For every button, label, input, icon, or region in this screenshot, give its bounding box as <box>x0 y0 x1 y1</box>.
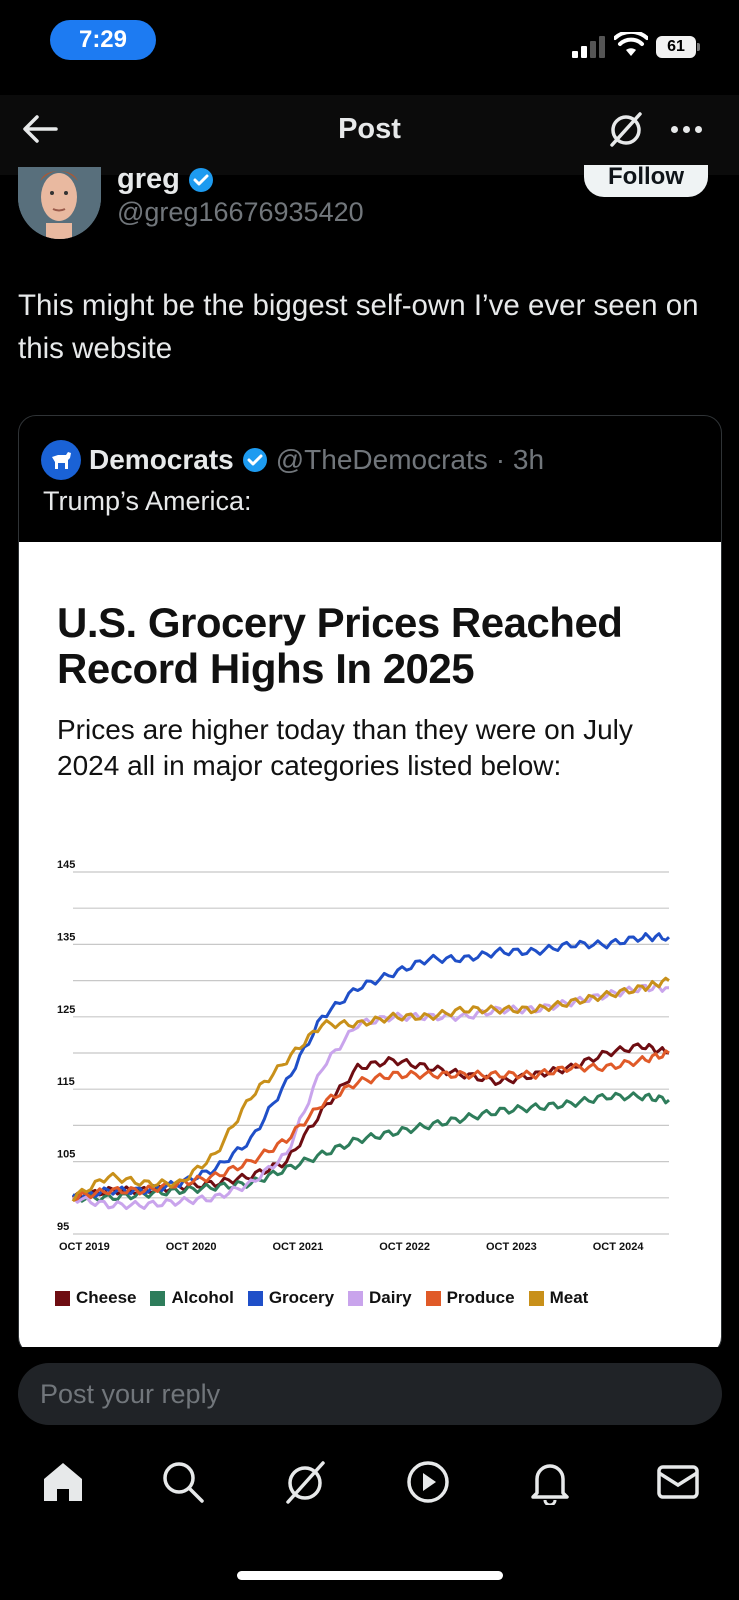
x-tick-label: OCT 2021 <box>272 1241 323 1253</box>
video-icon[interactable] <box>405 1459 451 1505</box>
mail-icon[interactable] <box>655 1459 701 1505</box>
quote-header: Democrats @TheDemocrats · 3h <box>41 440 545 480</box>
quote-text: Trump’s America: <box>43 486 252 516</box>
reply-input[interactable]: Post your reply <box>18 1363 722 1425</box>
x-tick-label: OCT 2024 <box>593 1241 645 1253</box>
legend-item-meat: Meat <box>528 1288 589 1308</box>
follow-button[interactable]: Follow <box>584 165 708 197</box>
legend-label: Alcohol <box>171 1288 234 1307</box>
more-icon[interactable] <box>664 109 708 149</box>
verified-badge-icon <box>188 167 213 192</box>
line-chart: 95 105 115 125 135 145 OCT 2019 OCT 2020 OCT 202… <box>57 859 671 1253</box>
search-icon[interactable] <box>160 1459 206 1505</box>
grok-icon[interactable] <box>606 109 646 149</box>
democrats-logo-icon[interactable] <box>41 440 81 480</box>
series-line-meat <box>71 976 670 1203</box>
legend-swatch <box>150 1290 166 1306</box>
quote-time: · 3h <box>495 444 545 475</box>
verified-badge-icon <box>242 448 267 472</box>
legend-swatch <box>528 1290 544 1306</box>
legend-label: Cheese <box>76 1288 137 1307</box>
quoted-post[interactable]: Democrats @TheDemocrats · 3h Trump’s Ame… <box>18 415 722 1355</box>
x-tick-label: OCT 2020 <box>166 1241 217 1253</box>
y-tick-label: 105 <box>57 1149 75 1161</box>
legend-item-dairy: Dairy <box>348 1288 412 1308</box>
home-icon[interactable] <box>40 1459 86 1505</box>
legend-item-cheese: Cheese <box>55 1288 136 1308</box>
legend-label: Dairy <box>369 1288 412 1307</box>
post-author: greg @greg16676935420 Follow <box>0 163 739 245</box>
legend-item-alcohol: Alcohol <box>150 1288 234 1308</box>
x-tick-label: OCT 2022 <box>379 1241 430 1253</box>
back-arrow-icon <box>23 115 58 143</box>
x-tick-label: OCT 2023 <box>486 1241 537 1253</box>
legend-item-produce: Produce <box>425 1288 515 1308</box>
legend-label: Produce <box>446 1288 515 1307</box>
battery-tip <box>697 43 700 51</box>
status-bar: 7:29 61 <box>0 0 739 95</box>
legend-swatch <box>55 1290 70 1306</box>
nav-header: Post <box>0 95 739 175</box>
wifi-icon <box>614 32 648 56</box>
author-handle[interactable]: @greg16676935420 <box>117 197 364 227</box>
legend-swatch <box>425 1290 441 1306</box>
page-title: Post <box>338 113 401 145</box>
legend-label: Meat <box>549 1288 589 1307</box>
legend-swatch <box>348 1290 364 1306</box>
chart-legend: Cheese Alcohol Grocery Dairy Produce Meat <box>55 1288 588 1308</box>
reply-area: Post your reply <box>0 1347 739 1600</box>
y-tick-label: 115 <box>57 1076 75 1088</box>
avatar[interactable] <box>18 167 101 239</box>
legend-label: Grocery <box>268 1288 335 1307</box>
series-line-alcohol <box>72 1091 670 1203</box>
bell-icon[interactable] <box>527 1459 573 1505</box>
chart-subtitle: Prices are higher today than they were o… <box>57 714 633 781</box>
series-line-dairy <box>71 983 669 1211</box>
y-tick-label: 95 <box>57 1221 69 1233</box>
author-name[interactable]: greg <box>117 163 214 196</box>
legend-swatch <box>247 1290 263 1306</box>
chart-title: U.S. Grocery Prices Reached Record Highs… <box>57 599 623 692</box>
back-button[interactable] <box>18 107 62 151</box>
x-tick-label: OCT 2019 <box>59 1241 110 1253</box>
post-text: This might be the biggest self-own I’ve … <box>18 289 699 365</box>
status-time[interactable]: 7:29 <box>50 20 156 60</box>
quote-author-handle: @TheDemocrats <box>275 444 488 475</box>
author-name-text: greg <box>117 163 180 195</box>
signal-icon <box>572 36 605 58</box>
quote-image[interactable]: U.S. Grocery Prices Reached Record Highs… <box>19 542 721 1354</box>
y-tick-label: 135 <box>57 931 75 943</box>
quote-author-name[interactable]: Democrats <box>89 444 234 475</box>
y-tick-label: 125 <box>57 1004 75 1016</box>
home-indicator <box>237 1571 503 1580</box>
bottom-nav <box>0 1459 739 1519</box>
legend-item-grocery: Grocery <box>247 1288 335 1308</box>
grok-icon[interactable] <box>283 1459 329 1505</box>
y-tick-label: 145 <box>57 859 75 871</box>
battery-level: 61 <box>656 36 696 58</box>
series-line-produce <box>72 1049 670 1202</box>
battery-icon: 61 <box>656 36 700 58</box>
